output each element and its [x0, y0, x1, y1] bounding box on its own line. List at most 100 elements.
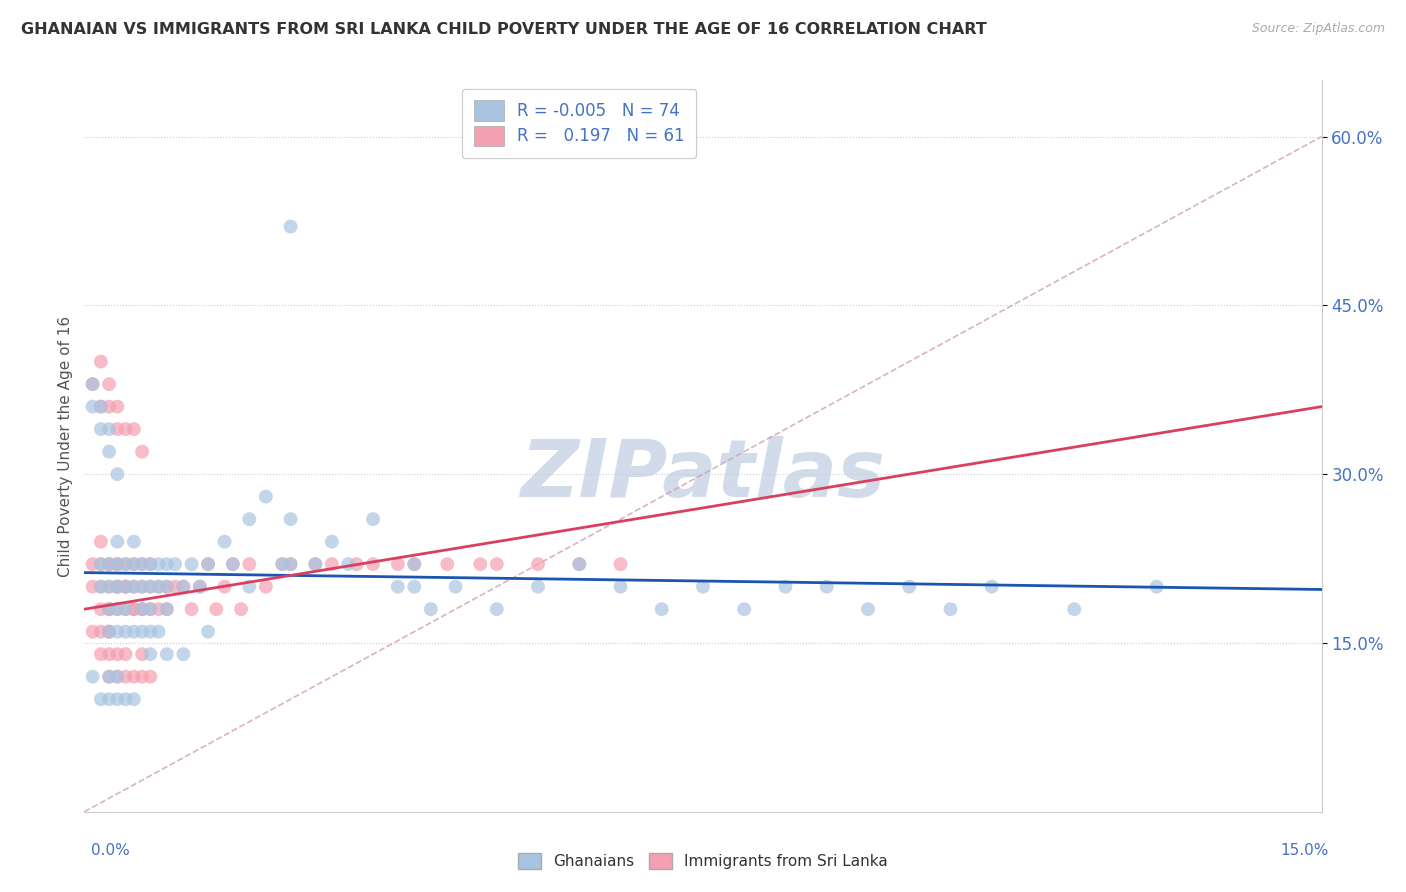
Point	[82, 557, 104, 571]
Point	[139, 580, 162, 594]
Point	[222, 557, 245, 571]
Point	[98, 624, 121, 639]
Point	[98, 670, 121, 684]
Point	[139, 624, 162, 639]
Point	[321, 534, 343, 549]
Point	[337, 557, 360, 571]
Point	[114, 580, 136, 594]
Point	[815, 580, 838, 594]
Point	[122, 557, 145, 571]
Point	[105, 670, 128, 684]
Point	[254, 580, 277, 594]
Point	[436, 557, 458, 571]
Point	[148, 580, 170, 594]
Point	[98, 422, 121, 436]
Point	[98, 670, 121, 684]
Point	[114, 580, 136, 594]
Point	[90, 557, 112, 571]
Point	[856, 602, 879, 616]
Point	[214, 580, 236, 594]
Point	[90, 354, 112, 368]
Point	[165, 557, 187, 571]
Point	[98, 557, 121, 571]
Point	[122, 534, 145, 549]
Point	[131, 444, 153, 458]
Point	[131, 557, 153, 571]
Point	[105, 534, 128, 549]
Point	[527, 580, 550, 594]
Point	[90, 580, 112, 594]
Text: 0.0%: 0.0%	[91, 843, 131, 858]
Point	[238, 557, 260, 571]
Point	[98, 444, 121, 458]
Point	[114, 602, 136, 616]
Point	[898, 580, 921, 594]
Point	[568, 557, 591, 571]
Point	[105, 580, 128, 594]
Point	[775, 580, 797, 594]
Point	[98, 624, 121, 639]
Point	[139, 557, 162, 571]
Point	[90, 557, 112, 571]
Point	[404, 580, 426, 594]
Point	[148, 624, 170, 639]
Point	[122, 624, 145, 639]
Point	[271, 557, 294, 571]
Point	[90, 692, 112, 706]
Point	[105, 692, 128, 706]
Point	[404, 557, 426, 571]
Point	[321, 557, 343, 571]
Point	[114, 602, 136, 616]
Point	[105, 557, 128, 571]
Point	[148, 602, 170, 616]
Point	[148, 557, 170, 571]
Point	[139, 580, 162, 594]
Point	[139, 670, 162, 684]
Point	[527, 557, 550, 571]
Point	[114, 580, 136, 594]
Point	[105, 557, 128, 571]
Point	[90, 602, 112, 616]
Point	[82, 624, 104, 639]
Point	[692, 580, 714, 594]
Point	[139, 647, 162, 661]
Point	[122, 602, 145, 616]
Point	[98, 602, 121, 616]
Point	[131, 670, 153, 684]
Point	[131, 647, 153, 661]
Point	[98, 602, 121, 616]
Point	[1146, 580, 1168, 594]
Point	[172, 580, 194, 594]
Point	[568, 557, 591, 571]
Point	[148, 580, 170, 594]
Point	[114, 422, 136, 436]
Point	[361, 512, 384, 526]
Point	[733, 602, 755, 616]
Point	[98, 557, 121, 571]
Point	[90, 400, 112, 414]
Point	[98, 580, 121, 594]
Point	[105, 400, 128, 414]
Point	[939, 602, 962, 616]
Point	[122, 692, 145, 706]
Point	[254, 490, 277, 504]
Point	[188, 580, 211, 594]
Point	[238, 512, 260, 526]
Point	[172, 647, 194, 661]
Point	[98, 377, 121, 392]
Point	[444, 580, 467, 594]
Point	[651, 602, 673, 616]
Point	[1063, 602, 1085, 616]
Point	[361, 557, 384, 571]
Point	[485, 557, 508, 571]
Point	[346, 557, 368, 571]
Point	[139, 602, 162, 616]
Point	[197, 557, 219, 571]
Text: Source: ZipAtlas.com: Source: ZipAtlas.com	[1251, 22, 1385, 36]
Point	[404, 557, 426, 571]
Point	[156, 557, 179, 571]
Text: 15.0%: 15.0%	[1281, 843, 1329, 858]
Point	[122, 602, 145, 616]
Point	[114, 647, 136, 661]
Point	[156, 602, 179, 616]
